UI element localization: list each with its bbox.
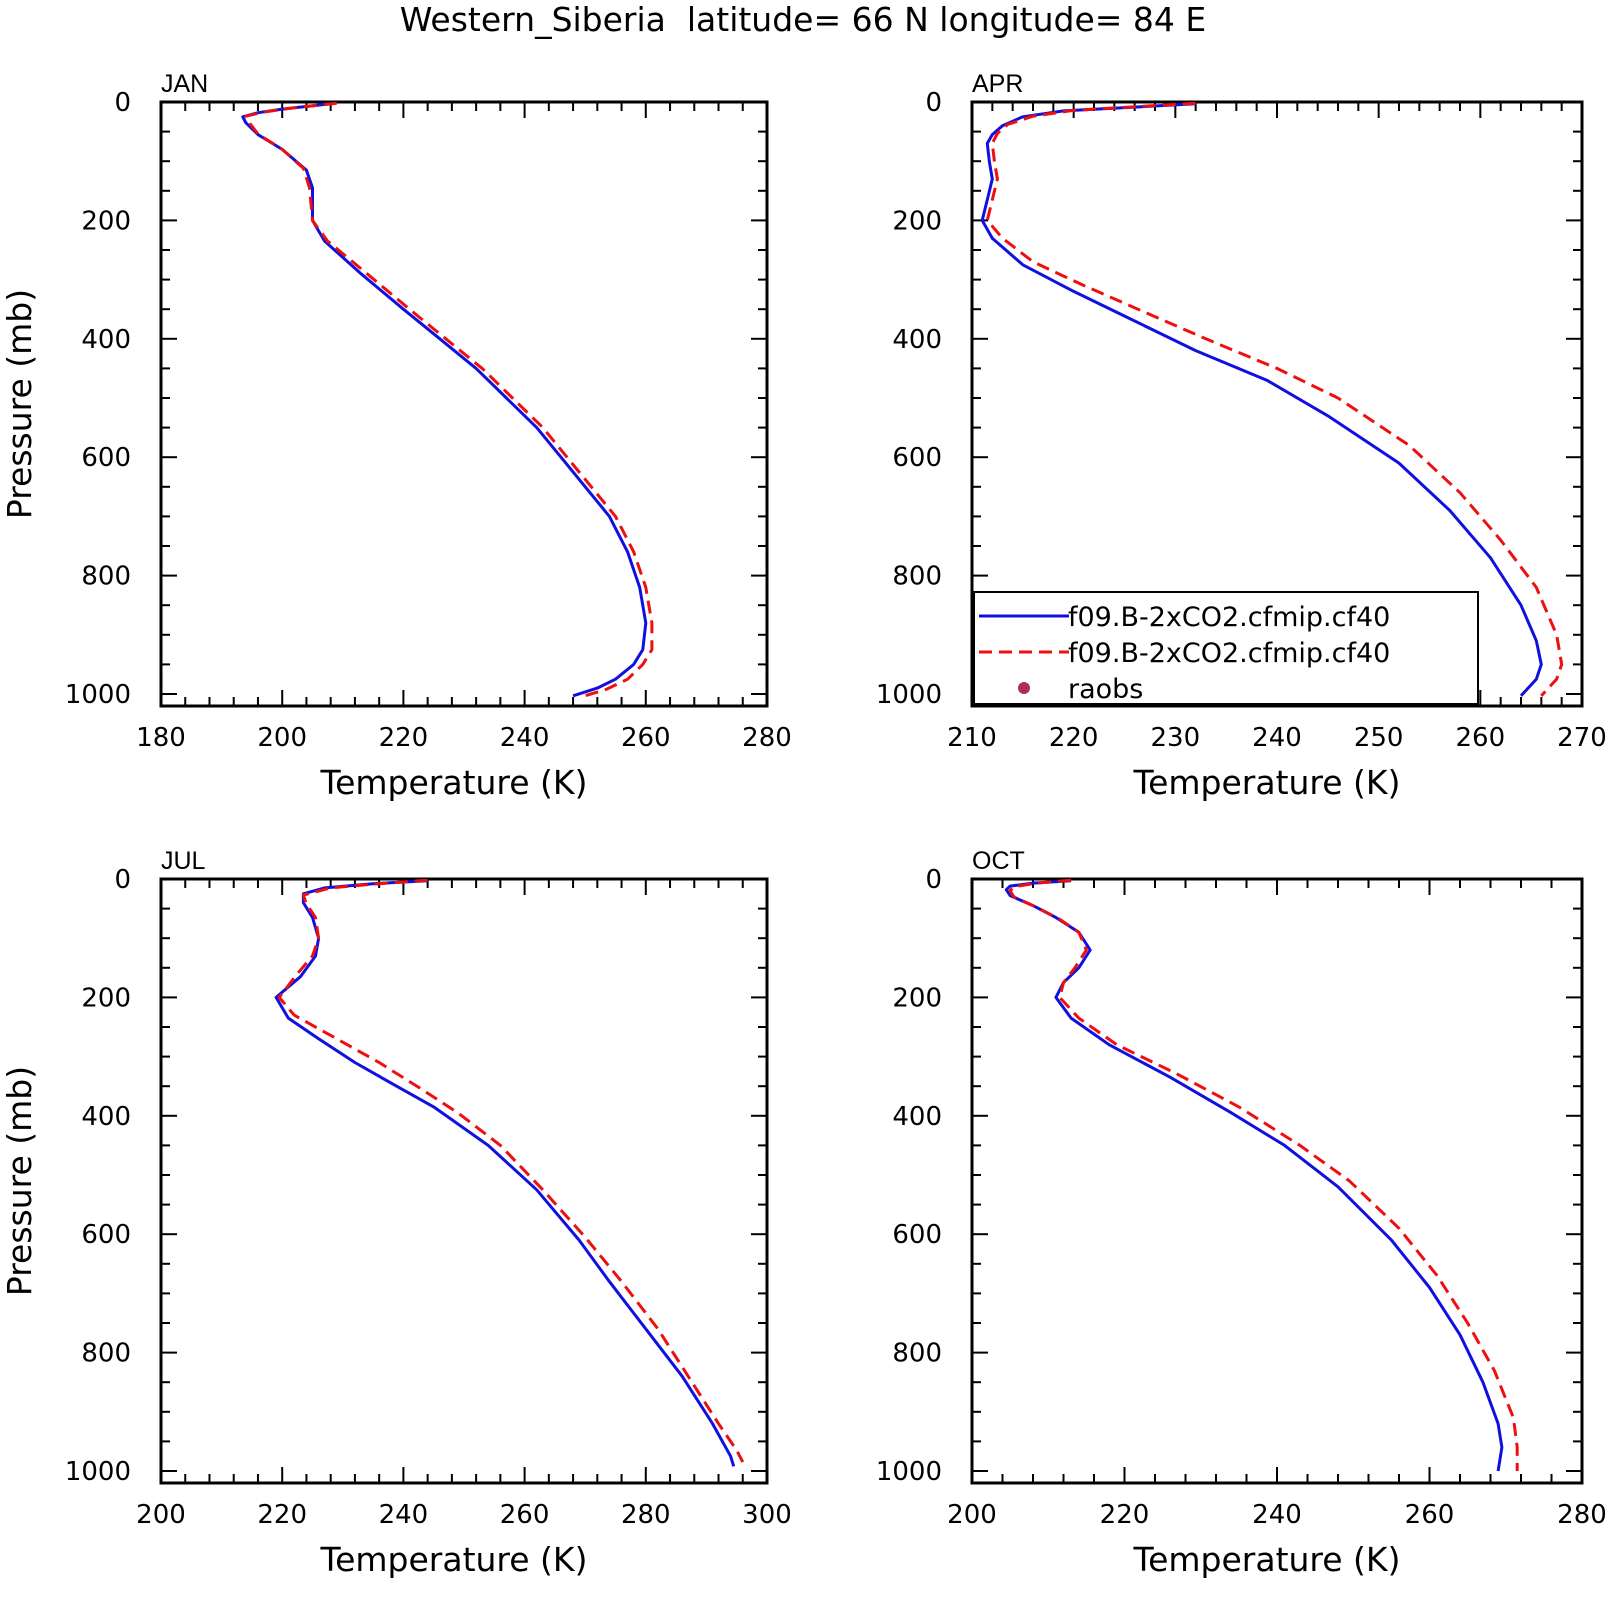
x-tick-label: 260 bbox=[500, 1500, 550, 1530]
y-tick-label: 1000 bbox=[65, 680, 131, 710]
y-tick-label: 600 bbox=[892, 1220, 942, 1250]
legend-box bbox=[973, 591, 1479, 705]
x-tick-label: 280 bbox=[1557, 1500, 1606, 1530]
x-axis-label: Temperature (K) bbox=[320, 1540, 588, 1579]
x-tick-label: 240 bbox=[379, 1500, 429, 1530]
y-tick-label: 200 bbox=[892, 983, 942, 1013]
plot-frame bbox=[159, 877, 769, 1485]
panel-label: JAN bbox=[161, 70, 208, 98]
x-tick-label: 230 bbox=[1151, 723, 1201, 753]
x-tick-label: 260 bbox=[1405, 1500, 1455, 1530]
y-tick-label: 400 bbox=[892, 1102, 942, 1132]
x-tick-label: 270 bbox=[1557, 723, 1606, 753]
y-tick-label: 600 bbox=[81, 1220, 131, 1250]
x-axis-label: Temperature (K) bbox=[1133, 763, 1401, 802]
y-tick-label: 800 bbox=[81, 1339, 131, 1369]
y-tick-label: 0 bbox=[114, 865, 131, 895]
y-tick-label: 400 bbox=[81, 1102, 131, 1132]
x-tick-label: 220 bbox=[1049, 723, 1099, 753]
y-tick-label: 800 bbox=[81, 562, 131, 592]
x-tick-label: 220 bbox=[257, 1500, 307, 1530]
x-tick-label: 200 bbox=[257, 723, 307, 753]
series-line-1 bbox=[274, 879, 736, 1467]
y-tick-label: 1000 bbox=[65, 1457, 131, 1487]
y-tick-label: 200 bbox=[81, 206, 131, 236]
y-tick-label: 600 bbox=[892, 443, 942, 473]
x-tick-label: 180 bbox=[136, 723, 186, 753]
panel-apr: 210 220 230 240 250 260 270 0 200 400 600 800 1000 AP… bbox=[876, 70, 1606, 802]
series-line-1 bbox=[241, 102, 648, 698]
x-tick-label: 220 bbox=[379, 723, 429, 753]
figure-title: Western_Siberia latitude= 66 N longitude… bbox=[400, 0, 1207, 39]
y-tick-label: 1000 bbox=[876, 1457, 942, 1487]
y-tick-label: 400 bbox=[892, 325, 942, 355]
series-line-1 bbox=[1004, 879, 1504, 1472]
panel-label: JUL bbox=[161, 847, 206, 875]
series-line-1 bbox=[980, 102, 1543, 697]
x-tick-label: 250 bbox=[1354, 723, 1404, 753]
panel-jul: 200 220 240 260 280 300 0 200 400 600 800 1000 JUL Te… bbox=[0, 847, 792, 1579]
panel-oct: 200 220 240 260 280 0 200 400 600 800 1000 OCT Tempe… bbox=[876, 847, 1606, 1579]
x-tick-label: 210 bbox=[947, 723, 997, 753]
x-tick-label: 240 bbox=[1252, 723, 1302, 753]
y-tick-label: 1000 bbox=[876, 680, 942, 710]
x-axis-label: Temperature (K) bbox=[320, 763, 588, 802]
y-axis-label: Pressure (mb) bbox=[0, 1066, 39, 1296]
x-tick-label: 260 bbox=[621, 723, 671, 753]
panel-label: OCT bbox=[972, 847, 1025, 875]
x-tick-label: 300 bbox=[742, 1500, 792, 1530]
legend-label: raobs bbox=[1068, 674, 1143, 705]
x-tick-label: 220 bbox=[1100, 1500, 1150, 1530]
y-tick-label: 400 bbox=[81, 325, 131, 355]
panel-jan: 180 200 220 240 260 280 0 200 400 600 800 1000 JAN Te… bbox=[0, 70, 792, 802]
x-tick-label: 280 bbox=[621, 1500, 671, 1530]
y-tick-label: 200 bbox=[81, 983, 131, 1013]
legend-label: f09.B-2xCO2.cfmip.cf40 bbox=[1068, 638, 1390, 669]
panel-label: APR bbox=[972, 70, 1023, 98]
plot-frame bbox=[159, 100, 769, 708]
y-tick-label: 0 bbox=[114, 88, 131, 118]
legend-label: f09.B-2xCO2.cfmip.cf40 bbox=[1068, 602, 1390, 633]
y-axis-label: Pressure (mb) bbox=[0, 289, 39, 519]
legend-marker bbox=[1018, 682, 1030, 694]
x-tick-label: 280 bbox=[742, 723, 792, 753]
panels: 180 200 220 240 260 280 0 200 400 600 800 1000 JAN Te… bbox=[0, 70, 1606, 1579]
y-tick-label: 600 bbox=[81, 443, 131, 473]
y-tick-label: 200 bbox=[892, 206, 942, 236]
y-tick-label: 800 bbox=[892, 1339, 942, 1369]
x-tick-label: 200 bbox=[136, 1500, 186, 1530]
series-line-2 bbox=[277, 878, 745, 1463]
x-tick-label: 200 bbox=[947, 1500, 997, 1530]
y-tick-label: 0 bbox=[925, 865, 942, 895]
y-tick-label: 0 bbox=[925, 88, 942, 118]
series-line-2 bbox=[985, 101, 1564, 697]
x-tick-label: 260 bbox=[1456, 723, 1506, 753]
plot-frame bbox=[970, 877, 1584, 1485]
y-tick-label: 800 bbox=[892, 562, 942, 592]
x-axis-label: Temperature (K) bbox=[1133, 1540, 1401, 1579]
x-tick-label: 240 bbox=[500, 723, 550, 753]
x-tick-label: 240 bbox=[1252, 1500, 1302, 1530]
series-line-2 bbox=[244, 101, 654, 700]
series-line-2 bbox=[1008, 878, 1519, 1471]
legend: f09.B-2xCO2.cfmip.cf40 f09.B-2xCO2.cfmip.… bbox=[973, 591, 1479, 705]
